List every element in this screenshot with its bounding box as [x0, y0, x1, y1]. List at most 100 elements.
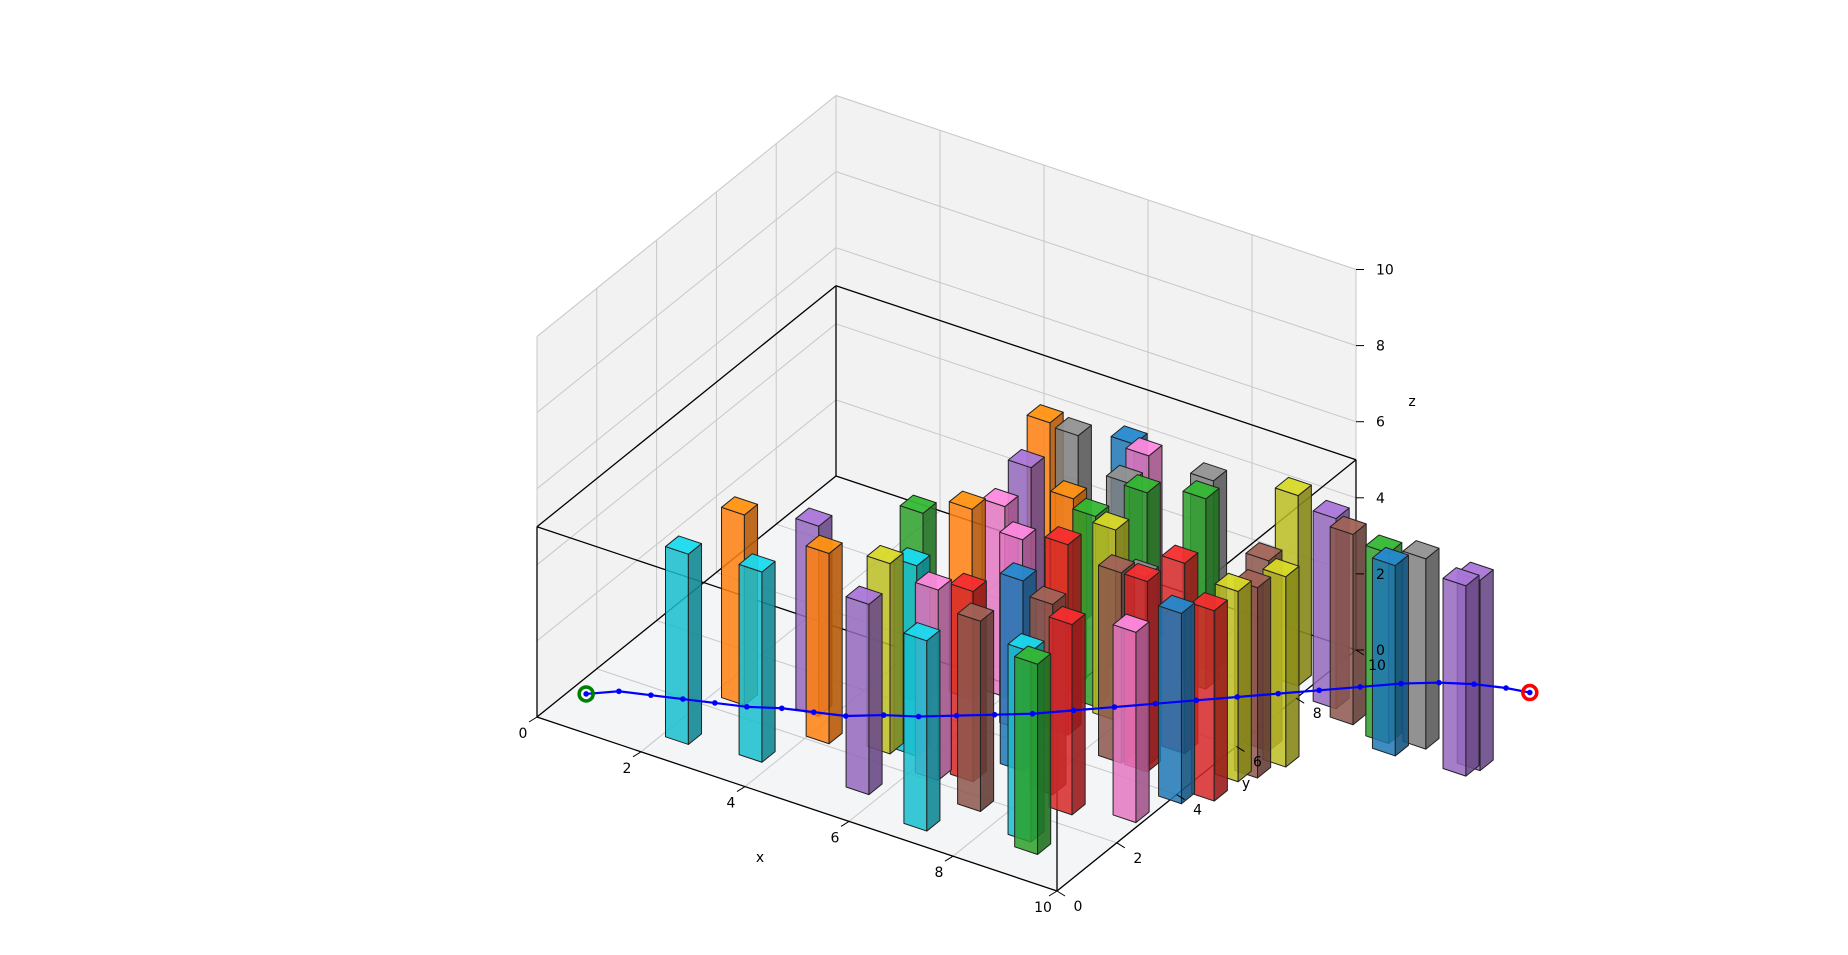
x-tick-label: 2: [623, 761, 632, 777]
obstacle-bar: [738, 553, 776, 763]
path-point: [1152, 700, 1159, 707]
goal-marker: [1521, 683, 1539, 702]
obstacle-bar: [1158, 594, 1196, 805]
bar-face-top: [957, 602, 995, 622]
path-point: [680, 696, 686, 702]
grid-line-back-z: [835, 171, 1357, 347]
bar-face-top: [721, 496, 759, 516]
bar-face-top: [1048, 605, 1086, 626]
path-point: [1070, 707, 1077, 714]
obstacle-bar: [1112, 613, 1150, 824]
z-tick-label: 6: [1376, 415, 1385, 431]
path-point: [1527, 689, 1533, 696]
path-point: [991, 711, 998, 718]
bar-face-front: [1442, 577, 1467, 777]
path-point: [583, 691, 589, 697]
bar-face-front: [738, 563, 763, 763]
obstacle-bar: [1371, 546, 1409, 757]
bar-face-top: [1014, 645, 1052, 665]
y-tick-mark: [1176, 794, 1185, 801]
path-point: [1471, 681, 1477, 687]
path-point: [616, 688, 622, 695]
bar-face-top: [1371, 546, 1409, 567]
bar-face-top: [1029, 585, 1067, 606]
obstacle-bars: [664, 404, 1494, 855]
bar-face-top: [999, 521, 1037, 541]
bar-face-top: [1161, 544, 1199, 564]
obstacle-bar: [1329, 515, 1367, 726]
path-point: [915, 713, 922, 720]
grid-line-back-z: [835, 323, 1357, 499]
bar-face-top: [805, 534, 843, 555]
grid-line-left-z: [536, 247, 837, 490]
bar-face-top: [738, 553, 776, 573]
bar-face-top: [1190, 462, 1228, 482]
bar-face-top: [1054, 416, 1092, 437]
bar-face-top: [1098, 554, 1136, 574]
bar-face-top: [1329, 515, 1367, 535]
bar-face-side: [1297, 484, 1312, 687]
bar-face-top: [1026, 404, 1064, 424]
z-tick-label: 10: [1376, 263, 1394, 279]
path-point: [648, 692, 654, 698]
bar-face-top: [981, 487, 1019, 508]
bar-face-side: [761, 560, 776, 763]
y-tick-mark: [1116, 842, 1126, 849]
bar-face-top: [845, 585, 883, 605]
bar-face-top: [1050, 480, 1088, 500]
obstacle-bar: [805, 534, 843, 745]
path-point: [1193, 697, 1200, 704]
bar-face-top: [893, 547, 931, 567]
bar-face-top: [795, 507, 833, 527]
bar-face-front: [1112, 624, 1137, 824]
bar-face-front: [664, 546, 689, 745]
x-tick-mark: [528, 716, 538, 723]
bar-face-side: [889, 552, 904, 755]
bar-face-top: [1442, 567, 1480, 587]
bar-face-top: [1274, 476, 1312, 497]
grid-line-left-z: [536, 399, 837, 642]
bar-face-front: [903, 632, 928, 832]
path-point: [880, 712, 887, 718]
obstacle-bar: [664, 535, 703, 745]
z-tick-label: 2: [1376, 567, 1385, 583]
y-tick-mark: [1236, 745, 1245, 752]
path-point: [744, 703, 750, 710]
obstacle-bar: [1190, 592, 1228, 802]
y-tick-label: 6: [1253, 754, 1262, 770]
y-tick-mark: [1295, 697, 1305, 704]
path-point: [842, 713, 849, 719]
bar-face-side: [1285, 565, 1300, 768]
obstacle-bar: [1014, 645, 1052, 855]
bar-face-front: [845, 596, 870, 796]
grid-line-back-z: [835, 247, 1357, 423]
bar-face-side: [1352, 523, 1367, 726]
grid-line-left-z: [536, 95, 837, 337]
bar-face-top: [949, 572, 987, 593]
bar-face-top: [1092, 511, 1130, 531]
bar-face-top: [1125, 437, 1163, 457]
bar-face-top: [1044, 526, 1082, 546]
y-tick-mark: [1056, 890, 1066, 897]
bar-face-side: [926, 629, 941, 832]
bar-face-top: [948, 490, 986, 510]
path-point: [1234, 694, 1241, 700]
bar-face-side: [868, 593, 883, 796]
bar-face-top: [1123, 474, 1161, 494]
bar-face-top: [1124, 562, 1162, 583]
path-point: [1316, 687, 1323, 694]
path-line: [577, 679, 1539, 720]
path-point: [712, 700, 718, 706]
z-tick-label: 4: [1376, 491, 1385, 507]
y-tick-mark: [1355, 649, 1365, 656]
x-tick-label: 8: [935, 865, 944, 881]
path-point: [1503, 685, 1509, 691]
x-tick-label: 10: [1034, 900, 1052, 916]
obstacle-bar: [1442, 567, 1480, 777]
bar-face-side: [1479, 569, 1494, 772]
x-tick-label: 4: [727, 796, 736, 812]
x-tick-mark: [840, 820, 850, 827]
bar-face-side: [1394, 554, 1409, 757]
bar-face-front: [1158, 605, 1182, 805]
